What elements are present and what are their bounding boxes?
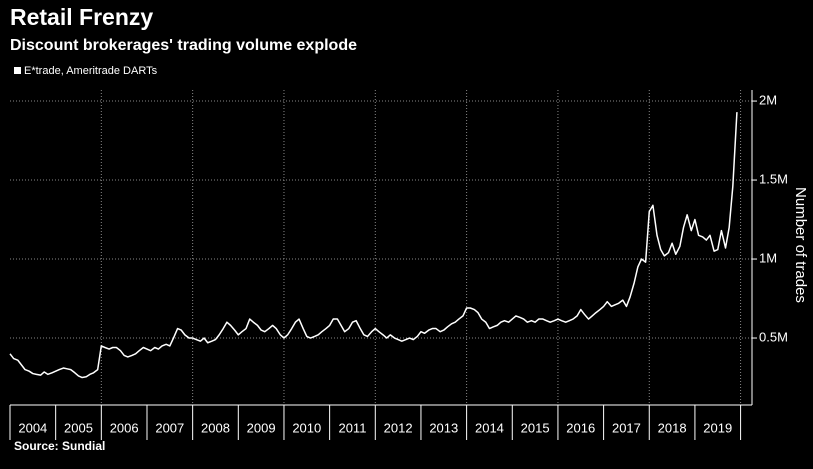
x-tick-label: 2004 [18, 420, 47, 435]
chart-title: Retail Frenzy [10, 4, 153, 30]
x-tick-label: 2017 [612, 420, 641, 435]
legend-swatch [14, 67, 21, 74]
x-tick-label: 2010 [292, 420, 321, 435]
chart-subtitle: Discount brokerages' trading volume expl… [10, 37, 357, 54]
x-tick-label: 2013 [429, 420, 458, 435]
x-tick-label: 2005 [64, 420, 93, 435]
x-tick-label: 2015 [521, 420, 550, 435]
x-tick-label: 2014 [475, 420, 504, 435]
x-tick-label: 2006 [110, 420, 139, 435]
x-tick-label: 2012 [384, 420, 413, 435]
y-tick-label: 1.5M [759, 171, 788, 186]
y-axis-label: Number of trades [792, 187, 809, 303]
x-tick-label: 2019 [703, 420, 732, 435]
data-line [9, 112, 738, 379]
y-tick-label: 1M [759, 250, 777, 265]
x-tick-label: 2016 [566, 420, 595, 435]
x-tick-label: 2018 [658, 420, 687, 435]
x-tick-label: 2008 [201, 420, 230, 435]
source: Source: Sundial [14, 439, 105, 453]
y-tick-label: 2M [759, 92, 777, 107]
x-tick-label: 2009 [247, 420, 276, 435]
y-tick-label: 0.5M [759, 329, 788, 344]
x-tick-label: 2007 [155, 420, 184, 435]
x-tick-label: 2011 [338, 420, 366, 435]
legend-label: E*trade, Ameritrade DARTs [24, 65, 158, 77]
